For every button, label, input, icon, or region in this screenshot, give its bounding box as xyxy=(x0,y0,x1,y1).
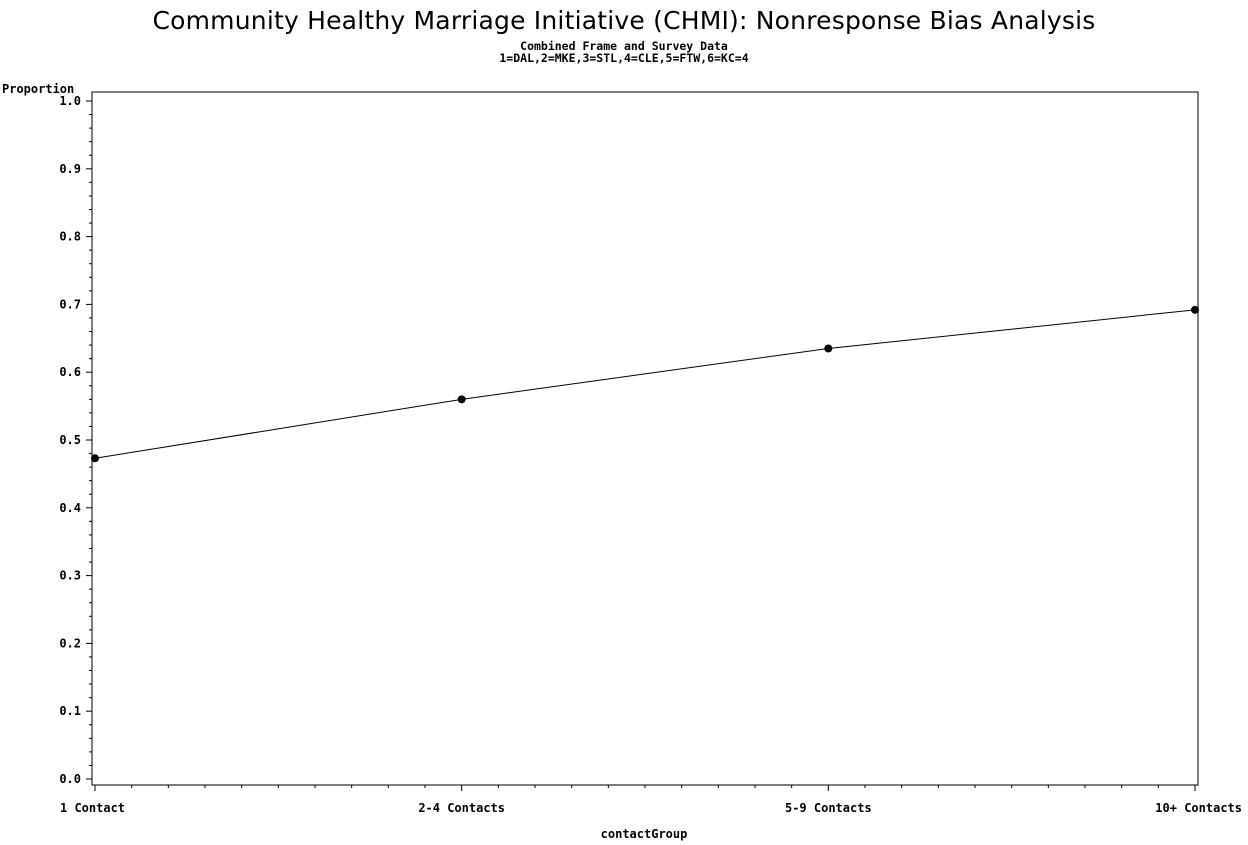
x-tick-label: 5-9 Contacts xyxy=(785,801,872,815)
x-tick-label: 2-4 Contacts xyxy=(418,801,505,815)
data-point xyxy=(91,454,99,463)
series-line-group xyxy=(94,309,1196,459)
data-point xyxy=(457,395,466,404)
y-axis: 0.0 0.1 0.2 0.3 0.4 0.5 0.6 0.7 0.8 0.9 1.0 xyxy=(59,94,92,786)
chart-subtitle: Combined Frame and Survey Data xyxy=(520,39,728,53)
y-tick-label: 0.3 xyxy=(59,569,81,583)
y-tick-label: 0.2 xyxy=(59,636,81,650)
y-tick-label: 0.0 xyxy=(59,772,81,786)
y-tick-label: 0.7 xyxy=(59,297,81,311)
data-markers xyxy=(91,305,1199,463)
y-tick-label: 0.4 xyxy=(59,501,81,515)
y-axis-label: Proportion xyxy=(2,82,74,96)
y-tick-label: 1.0 xyxy=(59,94,81,108)
data-point xyxy=(824,344,833,353)
y-tick-label: 0.9 xyxy=(59,162,81,176)
chart-title: Community Healthy Marriage Initiative (C… xyxy=(152,6,1096,35)
data-point xyxy=(1191,305,1199,314)
y-tick-label: 0.5 xyxy=(59,433,81,447)
y-tick-label: 0.8 xyxy=(59,230,81,244)
y-tick-label: 0.1 xyxy=(59,704,81,718)
x-axis: 1 Contact 2-4 Contacts 5-9 Contacts 10+ Con… xyxy=(60,785,1242,815)
x-tick-label: 1 Contact xyxy=(60,801,125,815)
plot-frame xyxy=(91,91,1199,786)
series-line xyxy=(94,309,1196,459)
chart-subtitle-stations: 1=DAL,2=MKE,3=STL,4=CLE,5=FTW,6=KC=4 xyxy=(499,51,749,65)
x-tick-label: 10+ Contacts xyxy=(1155,801,1242,815)
y-tick-label: 0.6 xyxy=(59,365,81,379)
x-axis-label: contactGroup xyxy=(601,827,688,841)
